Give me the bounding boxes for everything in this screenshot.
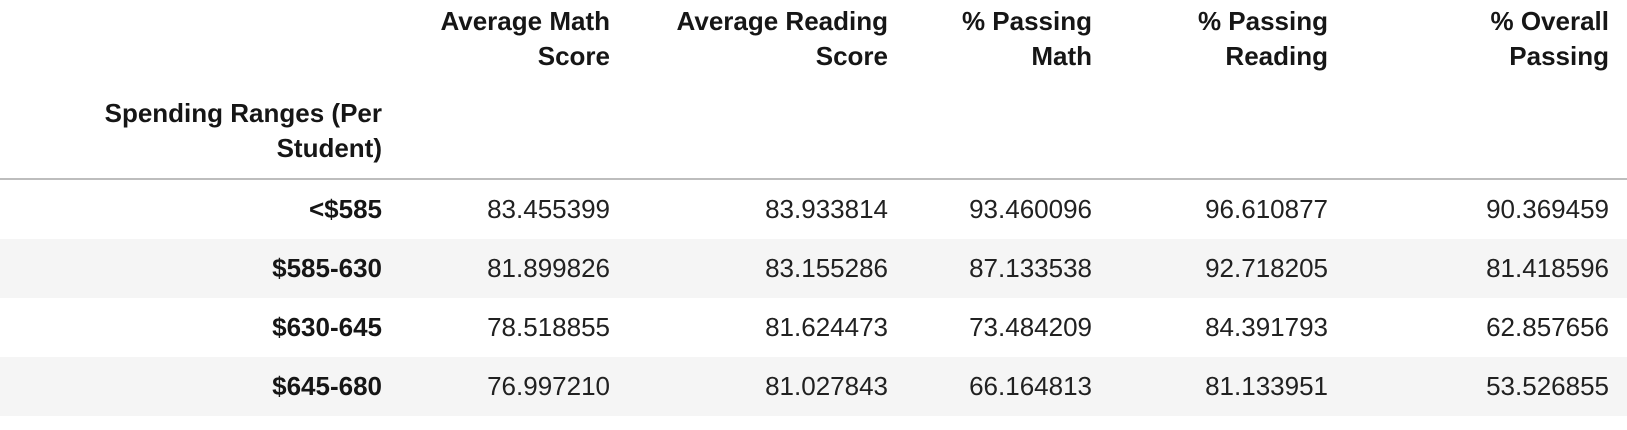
table-row: $585-630 81.899826 83.155286 87.133538 9…	[0, 239, 1627, 298]
table-cell: 81.624473	[765, 312, 888, 342]
table-cell: 83.455399	[487, 194, 610, 224]
row-header-spending-range: $630-645	[272, 312, 382, 342]
table-row: <$585 83.455399 83.933814 93.460096 96.6…	[0, 179, 1627, 239]
column-header-pct-overall-passing: % Overall Passing	[1490, 6, 1609, 71]
index-name-row: Spending Ranges (Per Student)	[0, 90, 1627, 180]
column-header-pct-passing-math: % Passing Math	[961, 6, 1092, 71]
table-cell: 93.460096	[969, 194, 1092, 224]
spending-summary-table: Average Math Score Average Reading Score…	[0, 0, 1627, 416]
blank-cell	[628, 90, 906, 180]
table-cell: 62.857656	[1486, 312, 1609, 342]
table-cell: 96.610877	[1205, 194, 1328, 224]
row-header-spending-range: $585-630	[272, 253, 382, 283]
blank-cell	[906, 90, 1110, 180]
table-cell: 76.997210	[487, 371, 610, 401]
row-header-spending-range: $645-680	[272, 371, 382, 401]
table-cell: 81.133951	[1205, 371, 1328, 401]
table-header: Average Math Score Average Reading Score…	[0, 0, 1627, 180]
table-cell: 90.369459	[1486, 194, 1609, 224]
table-row: $645-680 76.997210 81.027843 66.164813 8…	[0, 357, 1627, 416]
table-cell: 81.899826	[487, 253, 610, 283]
table-cell: 73.484209	[969, 312, 1092, 342]
column-headers-row: Average Math Score Average Reading Score…	[0, 0, 1627, 90]
table-cell: 84.391793	[1205, 312, 1328, 342]
table-cell: 78.518855	[487, 312, 610, 342]
table-cell: 53.526855	[1486, 371, 1609, 401]
table-cell: 92.718205	[1205, 253, 1328, 283]
blank-cell	[400, 90, 628, 180]
column-header-average-math-score: Average Math Score	[440, 6, 610, 71]
table-row: $630-645 78.518855 81.624473 73.484209 8…	[0, 298, 1627, 357]
blank-cell	[1110, 90, 1346, 180]
table-body: <$585 83.455399 83.933814 93.460096 96.6…	[0, 179, 1627, 416]
blank-cell	[1346, 90, 1627, 180]
row-header-spending-range: <$585	[308, 194, 382, 224]
table-cell: 81.027843	[765, 371, 888, 401]
table-cell: 87.133538	[969, 253, 1092, 283]
corner-blank-cell	[0, 0, 400, 90]
table-cell: 83.155286	[765, 253, 888, 283]
column-header-average-reading-score: Average Reading Score	[676, 6, 888, 71]
table-cell: 83.933814	[765, 194, 888, 224]
table-cell: 81.418596	[1486, 253, 1609, 283]
table-cell: 66.164813	[969, 371, 1092, 401]
index-name-label: Spending Ranges (Per Student)	[0, 90, 400, 180]
column-header-pct-passing-reading: % Passing Reading	[1197, 6, 1328, 71]
